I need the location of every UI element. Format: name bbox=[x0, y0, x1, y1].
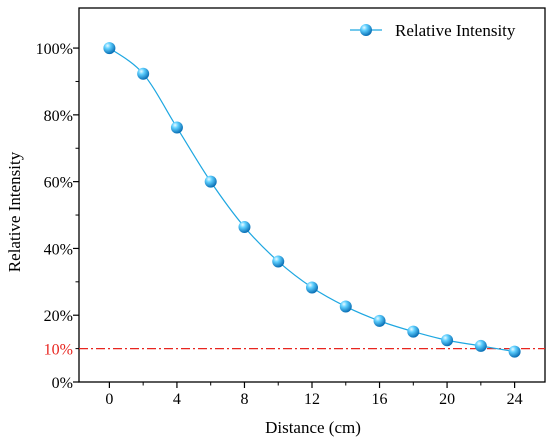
x-tick-label: 20 bbox=[439, 391, 455, 408]
y-tick-label: 40% bbox=[44, 241, 73, 258]
y-axis-title: Relative Intensity bbox=[5, 151, 24, 272]
data-point bbox=[373, 314, 386, 327]
data-point bbox=[272, 255, 285, 268]
legend-marker bbox=[360, 24, 372, 36]
legend: Relative Intensity bbox=[350, 21, 516, 40]
data-point bbox=[508, 345, 521, 358]
x-tick-label: 4 bbox=[173, 391, 181, 408]
series-line bbox=[109, 47, 515, 353]
data-point bbox=[306, 281, 318, 294]
data-point bbox=[238, 221, 251, 234]
x-tick-label: 16 bbox=[372, 391, 388, 408]
x-tick-label: 0 bbox=[105, 391, 113, 408]
y-tick-label: 20% bbox=[44, 308, 73, 325]
y-tick-label: 60% bbox=[44, 175, 73, 192]
data-point bbox=[204, 175, 217, 188]
data-point bbox=[137, 67, 150, 80]
data-point bbox=[474, 339, 487, 352]
data-point bbox=[170, 121, 183, 134]
y-tick-label: 80% bbox=[44, 108, 73, 125]
x-tick-label: 24 bbox=[507, 391, 523, 408]
y-tick-label: 100% bbox=[36, 41, 73, 58]
x-axis-title: Distance (cm) bbox=[265, 418, 361, 437]
x-tick-label: 8 bbox=[240, 391, 248, 408]
data-point bbox=[407, 325, 420, 338]
plot-frame bbox=[78, 7, 546, 383]
legend-label: Relative Intensity bbox=[395, 21, 516, 40]
reference-line-label: 10% bbox=[44, 342, 73, 359]
y-tick-label: 0% bbox=[52, 375, 73, 392]
data-point bbox=[441, 334, 454, 347]
plot-area: 0 4 8 12 16 20 24 0% 20% 40% 60% 80% 100% 10% bbox=[36, 7, 546, 408]
data-point bbox=[339, 300, 352, 313]
x-tick-label: 12 bbox=[304, 391, 320, 408]
data-point bbox=[103, 42, 116, 55]
